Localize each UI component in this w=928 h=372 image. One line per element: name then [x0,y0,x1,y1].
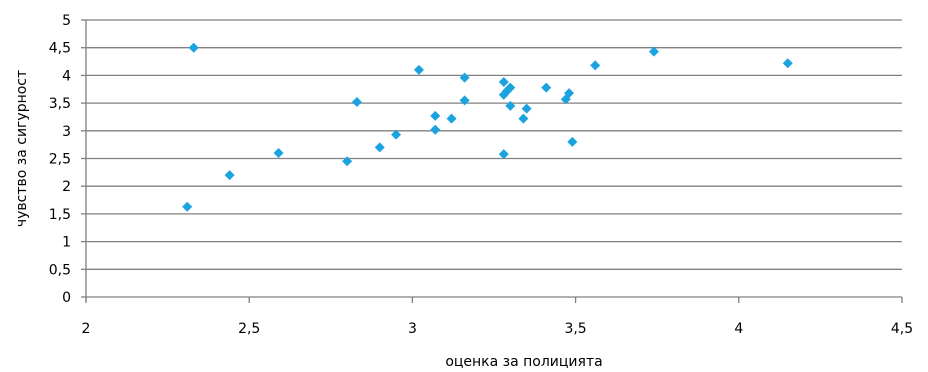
data-point [351,96,362,107]
gridlines [86,19,902,270]
data-point [505,100,516,111]
data-points [182,42,793,212]
x-tick-label: 4 [734,321,743,337]
data-point [273,147,284,158]
y-tick-label: 0,5 [49,262,71,278]
data-point [391,129,402,140]
data-point [502,85,513,96]
tick-labels: 0 0,5 1 1,5 2 2,5 3 3,5 4 4,5 5 2 2,5 3 3,5 4 4,5 [49,13,913,337]
x-tick-label: 2 [82,321,91,337]
x-tick-label: 3,5 [564,321,586,337]
data-point [342,156,353,167]
data-point [498,77,509,88]
data-point [782,58,793,69]
data-point [188,42,199,53]
data-point [459,72,470,83]
data-point [459,95,470,106]
data-point [224,170,235,181]
y-tick-label: 3 [62,124,71,140]
data-point [521,103,532,114]
data-point [374,142,385,153]
y-tick-label: 2,5 [49,152,71,168]
x-axis-title: оценка за полицията [445,354,602,370]
y-axis-title: чувство за сигурност [14,70,30,227]
y-tick-label: 3,5 [49,96,71,112]
y-tick-label: 5 [62,13,71,29]
y-tick-label: 1 [62,235,71,251]
y-tick-label: 4 [62,68,71,84]
x-tick-label: 3 [408,321,417,337]
y-tick-label: 1,5 [49,207,71,223]
x-tick-label: 2,5 [238,321,260,337]
data-point [446,113,457,124]
axes [81,19,903,303]
x-tick-label: 4,5 [891,321,913,337]
data-point [430,124,441,135]
data-point [541,82,552,93]
data-point [648,46,659,57]
data-point [564,88,575,99]
data-point [498,149,509,160]
y-tick-label: 4,5 [49,41,71,57]
data-point [413,64,424,75]
data-point [567,136,578,147]
y-tick-label: 2 [62,179,71,195]
y-tick-label: 0 [62,290,71,306]
data-point [505,82,516,93]
data-point [518,113,529,124]
data-point [430,110,441,121]
data-point [182,201,193,212]
data-point [590,60,601,71]
